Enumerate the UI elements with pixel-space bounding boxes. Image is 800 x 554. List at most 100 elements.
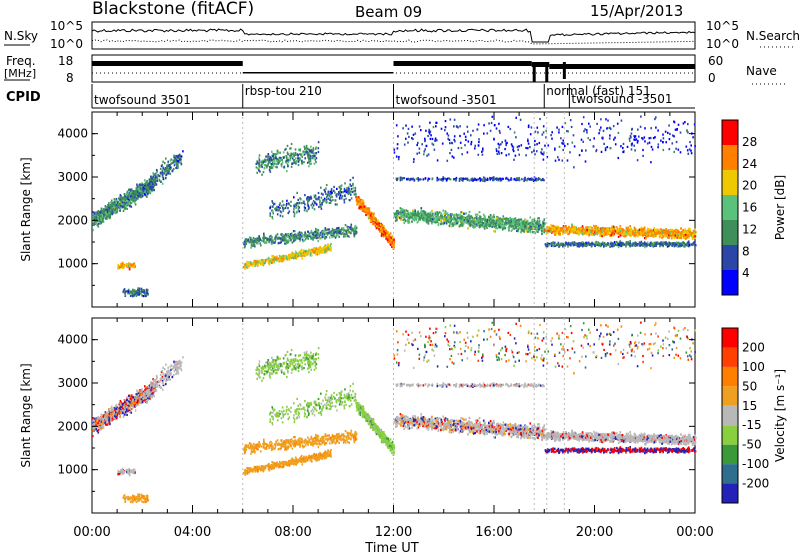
power-cell [331, 236, 333, 239]
power-cell [145, 288, 148, 291]
power-cell [256, 261, 258, 264]
power-cell [271, 200, 273, 203]
power-cell [379, 225, 382, 228]
power-cell [169, 159, 172, 162]
power-cell [141, 182, 143, 185]
power-cell [280, 164, 283, 167]
power-cell [325, 192, 327, 195]
power-cell [336, 234, 339, 237]
power-cell [247, 261, 250, 264]
power-cell [122, 205, 124, 209]
power-cell [297, 233, 299, 236]
power-cell [267, 238, 269, 241]
power-cell [94, 222, 96, 226]
power-cell [317, 191, 320, 195]
power-cell [512, 218, 514, 221]
power-cell [99, 217, 102, 220]
power-cell [329, 244, 331, 247]
power-cell [173, 154, 175, 157]
power-cell [540, 226, 542, 230]
power-cell [319, 250, 321, 253]
power-cell [365, 210, 367, 213]
power-cell [320, 207, 323, 210]
power-cell [287, 239, 289, 242]
power-cell [132, 191, 134, 194]
power-cell [114, 212, 117, 215]
power-cell [299, 148, 302, 151]
power-cell [296, 237, 299, 240]
power-cell [493, 230, 495, 233]
power-cell [331, 195, 333, 198]
power-cell [412, 209, 414, 212]
power-cell [501, 218, 503, 221]
power-cell [442, 223, 445, 226]
power-cell [293, 208, 295, 211]
power-cell [325, 198, 328, 201]
power-cell [124, 202, 126, 205]
power-cell [282, 254, 284, 258]
power-cell [320, 233, 322, 236]
power-cell [269, 238, 271, 241]
power-cell [129, 291, 132, 294]
power-cell [267, 256, 270, 260]
power-cell [309, 162, 311, 165]
power-cell [276, 163, 278, 166]
power-cell [355, 193, 357, 196]
power-cell [148, 186, 151, 189]
power-cell [309, 159, 312, 162]
power-cell [293, 215, 296, 218]
power-cell [306, 235, 308, 238]
power-cell [320, 186, 322, 189]
power-cell [245, 265, 248, 269]
power-cell [104, 215, 106, 218]
power-cell [427, 222, 430, 225]
power-cell [283, 207, 285, 210]
power-cell [315, 203, 318, 206]
power-cell [321, 202, 323, 205]
power-cell [261, 262, 263, 265]
power-cell [276, 213, 279, 216]
power-cell [290, 142, 293, 146]
power-cell [384, 232, 387, 235]
power-cell [529, 216, 532, 219]
power-cell [180, 155, 183, 158]
power-cell [387, 237, 390, 240]
power-cell [92, 229, 94, 232]
power-cell [115, 205, 117, 208]
power-cell [374, 221, 376, 224]
power-cell [134, 203, 137, 206]
power-cell [290, 252, 293, 256]
power-cell [266, 155, 269, 158]
power-cell [308, 165, 310, 168]
power-cell [108, 210, 110, 213]
power-cell [263, 164, 266, 167]
power-cell [310, 237, 313, 240]
power-cell [532, 227, 534, 230]
power-cell [353, 229, 355, 232]
power-cell [485, 222, 487, 226]
power-cell [95, 213, 98, 217]
power-cell [317, 233, 320, 236]
power-cell [307, 148, 309, 151]
power-cell [351, 229, 353, 232]
power-cell [137, 287, 139, 290]
power-cell [268, 159, 271, 162]
power-cell [309, 154, 312, 157]
power-cell [542, 224, 545, 227]
power-cell [413, 216, 416, 219]
power-cell [427, 217, 430, 220]
power-cell [259, 170, 261, 173]
power-cell [462, 222, 465, 226]
power-cell [316, 232, 318, 235]
power-cell [437, 213, 439, 216]
power-cell [338, 235, 340, 238]
power-cell [461, 211, 464, 214]
power-cell [136, 183, 138, 186]
power-cell [126, 263, 129, 266]
power-cell [178, 154, 181, 157]
power-cell [383, 230, 385, 233]
power-cell [123, 193, 126, 196]
power-cell [472, 220, 475, 223]
power-cell [399, 212, 402, 215]
power-cell [350, 197, 353, 200]
